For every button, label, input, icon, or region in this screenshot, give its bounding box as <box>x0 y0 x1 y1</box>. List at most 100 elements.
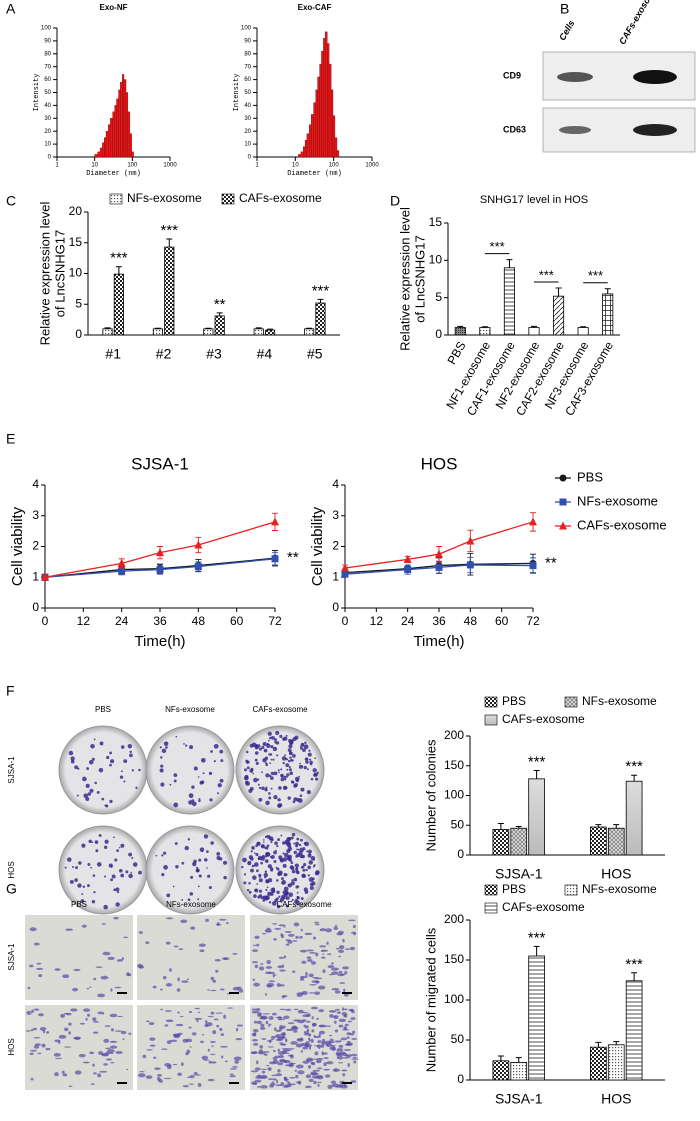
migrated-cell <box>64 1027 69 1032</box>
migrated-cell <box>204 1024 209 1027</box>
migrated-cell <box>235 1027 239 1032</box>
migrated-cell <box>326 953 332 955</box>
migrated-cell <box>288 1064 295 1066</box>
bar <box>454 327 466 336</box>
colony <box>138 870 142 875</box>
colony <box>301 743 304 746</box>
colony <box>250 850 253 853</box>
migrated-cell <box>212 979 217 983</box>
migrated-cell <box>351 1038 358 1040</box>
y-tick-label: 15 <box>69 235 83 249</box>
migrated-cell <box>313 921 319 924</box>
error-bar <box>631 774 638 782</box>
migrated-cell <box>238 989 244 993</box>
colony <box>289 771 293 776</box>
migrated-cell <box>308 992 315 994</box>
migrated-cell <box>110 1028 114 1032</box>
x-tick-label: 12 <box>77 614 91 628</box>
y-tick-label: 4 <box>32 477 39 491</box>
colony <box>291 879 294 882</box>
marker <box>466 536 475 545</box>
colony <box>283 886 289 892</box>
error-bar <box>205 327 212 329</box>
migrated-cell <box>311 1062 316 1066</box>
marker <box>194 562 202 570</box>
migrated-cell <box>65 928 73 931</box>
legend-marker <box>559 474 567 482</box>
migrated-cell <box>36 967 44 970</box>
colony <box>213 743 219 749</box>
image-row-label: HOS <box>7 861 16 878</box>
migrated-cell <box>279 969 286 972</box>
colony <box>217 783 222 788</box>
colony <box>295 867 299 871</box>
colony <box>297 848 300 851</box>
migrated-cell <box>223 957 227 960</box>
colony <box>261 771 263 774</box>
colony <box>268 792 271 795</box>
migrated-cell <box>58 1034 67 1039</box>
panel-label: C <box>6 193 16 209</box>
migrated-cell <box>336 1047 344 1052</box>
migrated-cell <box>152 985 157 989</box>
colony <box>75 866 78 869</box>
colony <box>283 872 287 877</box>
migrated-cell <box>128 1032 132 1035</box>
migrated-cell <box>266 982 275 988</box>
migrated-cell <box>189 1074 195 1079</box>
migrated-cell <box>188 1083 194 1085</box>
colony <box>191 785 195 789</box>
histogram-bar <box>131 151 134 158</box>
colony <box>275 879 279 882</box>
migrated-cell <box>101 923 106 925</box>
migrated-cell <box>173 945 179 948</box>
error-bar <box>555 287 562 297</box>
y-tick-label: 200 <box>444 912 464 926</box>
migrated-cell <box>300 1049 303 1053</box>
migrated-cell <box>196 1018 199 1023</box>
colony <box>216 855 221 861</box>
colony <box>266 844 270 848</box>
migrated-cell <box>316 1057 324 1061</box>
colony <box>290 881 295 886</box>
migrated-cell <box>220 1055 224 1059</box>
migrated-cell <box>205 918 210 922</box>
migrated-cell <box>25 1030 31 1032</box>
colony <box>222 860 228 865</box>
colony <box>282 863 287 868</box>
migrated-cell <box>273 1049 276 1053</box>
colony <box>255 747 258 750</box>
colony <box>246 888 250 892</box>
colony <box>243 775 249 781</box>
colony <box>288 765 291 769</box>
error-bar <box>613 824 620 829</box>
image-column-label: CAFs-exosome <box>252 705 308 714</box>
migrated-cell <box>208 1060 212 1064</box>
migrated-cell <box>110 988 113 992</box>
colony <box>304 757 309 761</box>
y-tick-label: 5 <box>75 296 82 310</box>
colony <box>114 858 118 862</box>
migrated-cell <box>260 1068 268 1070</box>
colony <box>307 874 311 877</box>
migrated-cell <box>349 946 356 951</box>
error-bar <box>531 325 537 328</box>
migrated-cell <box>308 1046 311 1050</box>
migrated-cell <box>341 1012 347 1016</box>
colony <box>250 767 254 771</box>
colony <box>306 790 311 795</box>
migrated-cell <box>106 1048 115 1054</box>
colony <box>270 841 273 844</box>
colony <box>83 793 89 798</box>
colony <box>202 772 205 775</box>
error-bar <box>595 824 602 828</box>
migrated-cell <box>107 1052 114 1055</box>
migrated-cell <box>281 934 285 939</box>
migrated-cell <box>83 1008 91 1012</box>
migrated-cell <box>188 1011 193 1014</box>
colony <box>181 898 184 901</box>
significance: ** <box>214 296 226 313</box>
bar <box>152 328 163 336</box>
colony <box>217 792 220 795</box>
